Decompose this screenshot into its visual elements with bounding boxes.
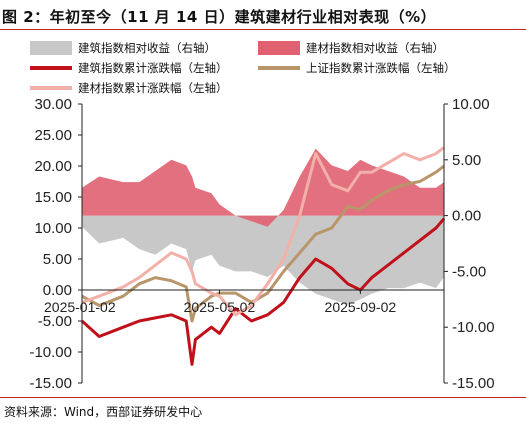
line-建材指数累计涨跌幅-左轴 bbox=[81, 146, 445, 317]
left-tick-label: -10.00 bbox=[29, 344, 72, 361]
right-tick-label: -10.00 bbox=[452, 319, 495, 336]
title-rule bbox=[0, 29, 526, 30]
legend-label: 建材指数相对收益（右轴） bbox=[306, 41, 444, 55]
footer-rule bbox=[0, 397, 526, 398]
right-tick-label: 0.00 bbox=[452, 208, 481, 225]
left-tick-label: 25.00 bbox=[34, 127, 72, 144]
figure-title: 图 2：年初至今（11 月 14 日）建筑建材行业相对表现（%） bbox=[2, 8, 437, 26]
right-tick-label: -15.00 bbox=[452, 375, 495, 392]
area-建筑指数相对收益-右轴 bbox=[82, 215, 444, 305]
x-tick-label: 2025-09-02 bbox=[325, 299, 397, 315]
line-上证指数累计涨跌幅-左轴 bbox=[81, 164, 445, 323]
area-series bbox=[82, 148, 444, 305]
left-tick-label: 15.00 bbox=[34, 189, 72, 206]
left-tick-label: 20.00 bbox=[34, 158, 72, 175]
x-tick-label: 2025-01-02 bbox=[44, 299, 116, 315]
x-tick-label: 2025-05-02 bbox=[184, 299, 256, 315]
chart-axes: -15.00 -10.00 -5.00 0.00 5.00 10.00 15.00 20.00… bbox=[29, 96, 494, 392]
legend-label: 建材指数累计涨跌幅（左轴） bbox=[78, 81, 228, 95]
source-note: 资料来源：Wind，西部证券研发中心 bbox=[4, 405, 203, 419]
right-tick-label: -5.00 bbox=[452, 263, 486, 280]
line-建筑指数累计涨跌幅-左轴 bbox=[80, 217, 446, 366]
legend-label: 建筑指数累计涨跌幅（左轴） bbox=[78, 61, 228, 75]
left-tick-label: 5.00 bbox=[43, 251, 72, 268]
left-tick-label: 30.00 bbox=[34, 96, 72, 113]
left-tick-label: 0.00 bbox=[43, 282, 72, 299]
left-tick-label: 10.00 bbox=[34, 220, 72, 237]
left-tick-label: -15.00 bbox=[29, 375, 72, 392]
right-tick-label: 10.00 bbox=[452, 96, 490, 113]
legend-label: 上证指数累计涨跌幅（左轴） bbox=[306, 61, 456, 75]
right-tick-label: 5.00 bbox=[452, 152, 481, 169]
legend-label: 建筑指数相对收益（右轴） bbox=[78, 41, 216, 55]
left-tick-label: -5.00 bbox=[38, 313, 72, 330]
line-series bbox=[80, 146, 446, 366]
chart-legend: 建筑指数相对收益（右轴） 建材指数相对收益（右轴） 建筑指数累计涨跌幅（左轴） 上证指… bbox=[30, 41, 456, 95]
legend-swatch bbox=[30, 41, 72, 55]
legend-swatch bbox=[258, 41, 300, 55]
